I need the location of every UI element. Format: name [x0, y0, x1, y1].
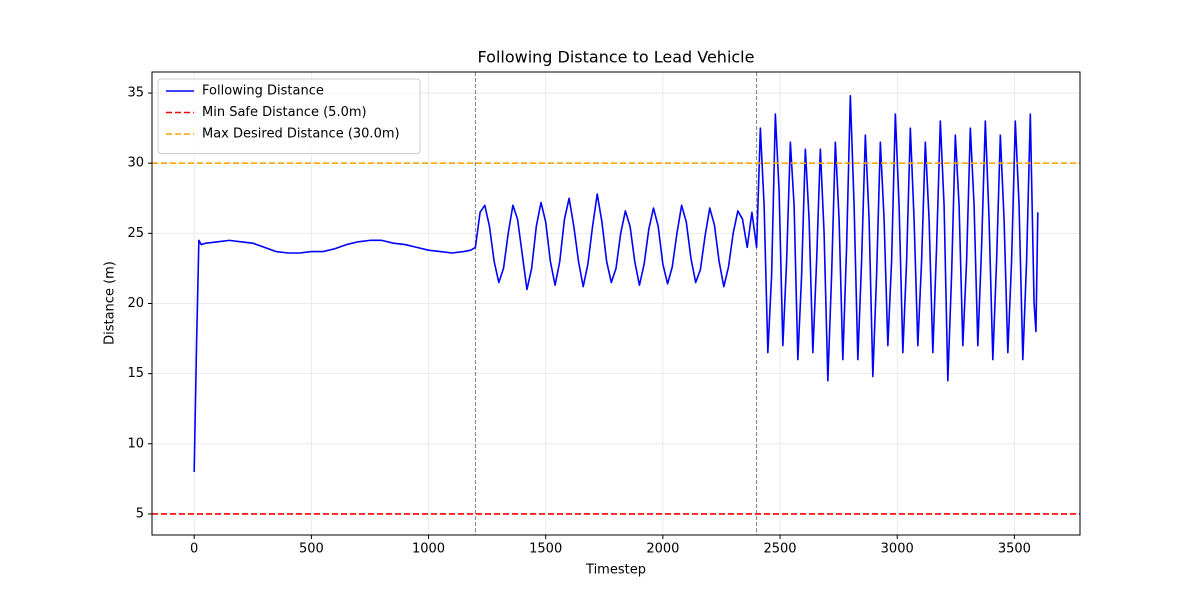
x-tick-label: 1500 [529, 542, 562, 557]
y-tick-label: 10 [127, 436, 144, 451]
x-axis-label: Timestep [585, 563, 646, 578]
y-tick-label: 5 [136, 506, 144, 521]
legend-label: Following Distance [202, 84, 324, 99]
y-tick-label: 20 [127, 296, 144, 311]
x-tick-label: 2500 [763, 542, 796, 557]
x-tick-label: 500 [299, 542, 324, 557]
x-tick-label: 1000 [412, 542, 445, 557]
y-tick-label: 35 [127, 86, 144, 101]
x-tick-label: 3000 [881, 542, 914, 557]
y-tick-label: 30 [127, 156, 144, 171]
legend-label: Min Safe Distance (5.0m) [202, 105, 367, 120]
legend-box [157, 78, 421, 154]
x-tick-label: 3500 [998, 542, 1031, 557]
y-tick-label: 25 [127, 226, 144, 241]
y-tick-label: 15 [127, 366, 144, 381]
chart-title: Following Distance to Lead Vehicle [478, 48, 755, 67]
plot-frame [151, 71, 1081, 536]
legend-label: Max Desired Distance (30.0m) [202, 127, 400, 142]
x-tick-label: 0 [190, 542, 198, 557]
y-axis-label: Distance (m) [103, 261, 118, 345]
x-tick-label: 2000 [646, 542, 679, 557]
